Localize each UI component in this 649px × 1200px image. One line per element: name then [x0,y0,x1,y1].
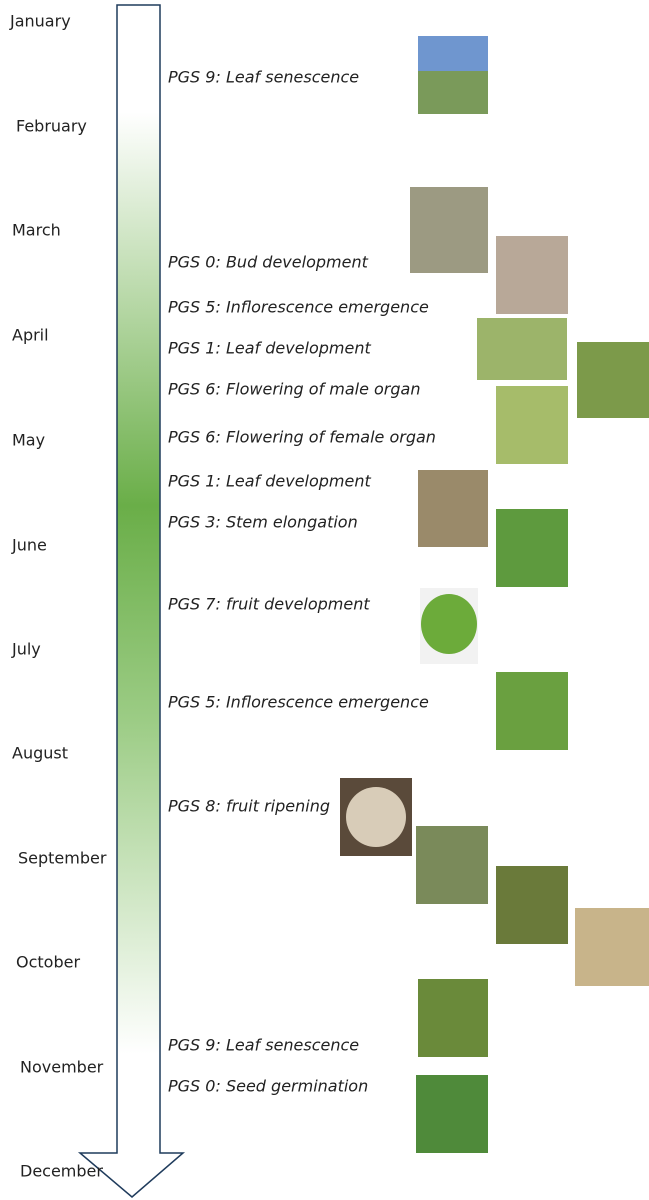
month-label: August [12,744,68,763]
timeline-arrow [77,4,186,1198]
photo [410,187,488,273]
photo [416,826,488,904]
stage-label: PGS 6: Flowering of female organ [168,428,436,447]
stage-label: PGS 6: Flowering of male organ [168,380,420,399]
month-label: November [20,1058,104,1077]
months: January February March April May June Ju… [9,12,107,1181]
month-label: March [12,221,61,240]
month-label: February [16,117,87,136]
month-label: June [11,536,47,555]
stage-label: PGS 9: Leaf senescence [168,1036,359,1055]
stage-label: PGS 5: Inflorescence emergence [168,693,429,712]
photo [416,1075,488,1153]
photo [496,386,568,464]
month-label: July [11,640,41,659]
photo [418,470,488,547]
stage-label: PGS 1: Leaf development [168,472,372,491]
stage-label: PGS 9: Leaf senescence [168,68,359,87]
stage-label: PGS 0: Bud development [168,253,369,272]
month-label: April [12,326,49,345]
stage-label: PGS 0: Seed germination [168,1077,368,1096]
month-label: December [20,1162,103,1181]
photo-nut [346,787,406,847]
photo [496,866,568,944]
stage-label: PGS 8: fruit ripening [168,797,330,816]
photo [496,672,568,750]
photo-sky [418,36,488,71]
month-label: October [16,953,80,972]
stage-label: PGS 3: Stem elongation [168,513,358,532]
photo-fruit [421,594,477,654]
photos [340,36,649,1153]
photo [418,979,488,1057]
month-label: September [18,849,107,868]
month-label: May [12,431,45,450]
photo [575,908,649,986]
photo [496,236,568,314]
stage-label: PGS 1: Leaf development [168,339,372,358]
stage-label: PGS 7: fruit development [168,595,370,614]
month-label: January [9,12,71,31]
photo [496,509,568,587]
stage-label: PGS 5: Inflorescence emergence [168,298,429,317]
stages: PGS 9: Leaf senescence PGS 0: Bud develo… [168,68,436,1096]
photo [477,318,567,380]
photo [577,342,649,418]
